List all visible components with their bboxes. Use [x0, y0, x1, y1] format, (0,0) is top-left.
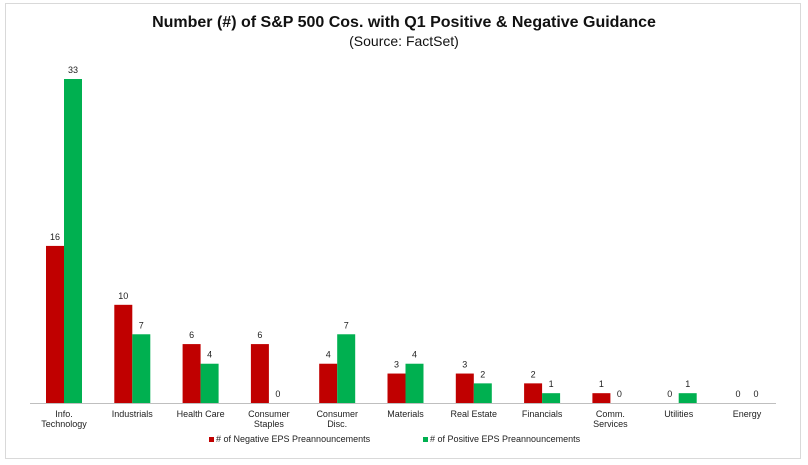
positive-data-label-5: 4: [412, 350, 417, 360]
positive-bar-0: [64, 79, 82, 403]
positive-data-label-8: 0: [617, 389, 622, 399]
negative-data-label-3: 6: [257, 330, 262, 340]
negative-data-label-7: 2: [531, 369, 536, 379]
negative-data-label-6: 3: [462, 360, 467, 370]
x-tick-label-9: Utilities: [664, 409, 694, 419]
x-tick-label-7: Financials: [522, 409, 563, 419]
positive-data-label-3: 0: [275, 389, 280, 399]
chart-title: Number (#) of S&P 500 Cos. with Q1 Posit…: [152, 14, 656, 31]
x-tick-label-3: Consumer Staples: [248, 409, 290, 429]
negative-bar-7: [524, 383, 543, 403]
negative-bar-1: [114, 304, 133, 403]
positive-bar-6: [473, 383, 492, 403]
negative-data-label-1: 10: [118, 291, 128, 301]
positive-data-label-2: 4: [207, 350, 212, 360]
negative-data-label-9: 0: [667, 389, 672, 399]
negative-data-label-2: 6: [189, 330, 194, 340]
positive-bar-2: [200, 363, 219, 403]
positive-bar-5: [405, 363, 424, 403]
legend-swatch-1: [423, 437, 428, 442]
chart-subtitle: (Source: FactSet): [349, 33, 459, 49]
positive-data-label-1: 7: [139, 320, 144, 330]
negative-bar-3: [250, 344, 269, 403]
positive-data-label-10: 0: [753, 389, 758, 399]
negative-data-label-8: 1: [599, 379, 604, 389]
positive-bar-9: [678, 393, 697, 403]
negative-bar-6: [455, 373, 474, 403]
x-tick-label-4: Consumer Disc.: [316, 409, 358, 429]
x-tick-label-6: Real Estate: [451, 409, 498, 419]
positive-bar-7: [542, 393, 561, 403]
negative-bar-0: [46, 245, 64, 403]
positive-data-label-4: 7: [344, 320, 349, 330]
x-tick-label-5: Materials: [387, 409, 424, 419]
x-tick-label-0: Info. Technology: [41, 409, 87, 429]
negative-bar-8: [592, 393, 611, 403]
legend-swatch-0: [209, 437, 214, 442]
x-tick-label-1: Industrials: [112, 409, 154, 419]
legend-label-1: # of Positive EPS Preannouncements: [430, 434, 581, 444]
positive-data-label-7: 1: [549, 379, 554, 389]
legend-label-0: # of Negative EPS Preannouncements: [216, 434, 371, 444]
positive-bar-1: [132, 334, 151, 403]
negative-bar-5: [387, 373, 406, 403]
negative-data-label-0: 16: [50, 232, 60, 242]
negative-bar-2: [182, 344, 201, 403]
x-tick-label-2: Health Care: [177, 409, 225, 419]
positive-data-label-0: 33: [68, 65, 78, 75]
negative-data-label-5: 3: [394, 360, 399, 370]
negative-data-label-4: 4: [326, 350, 331, 360]
negative-bar-4: [319, 363, 338, 403]
x-tick-label-10: Energy: [733, 409, 762, 419]
negative-data-label-10: 0: [735, 389, 740, 399]
x-tick-label-8: Comm. Services: [593, 409, 628, 429]
positive-data-label-9: 1: [685, 379, 690, 389]
positive-bar-4: [337, 334, 356, 403]
positive-data-label-6: 2: [480, 369, 485, 379]
